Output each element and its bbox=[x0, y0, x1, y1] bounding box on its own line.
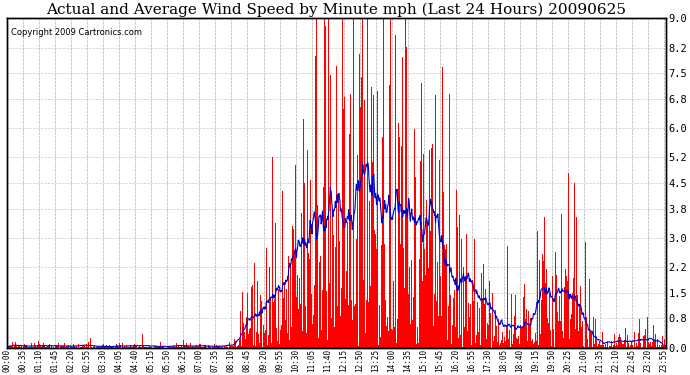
Text: Copyright 2009 Cartronics.com: Copyright 2009 Cartronics.com bbox=[10, 28, 141, 37]
Title: Actual and Average Wind Speed by Minute mph (Last 24 Hours) 20090625: Actual and Average Wind Speed by Minute … bbox=[46, 3, 627, 17]
